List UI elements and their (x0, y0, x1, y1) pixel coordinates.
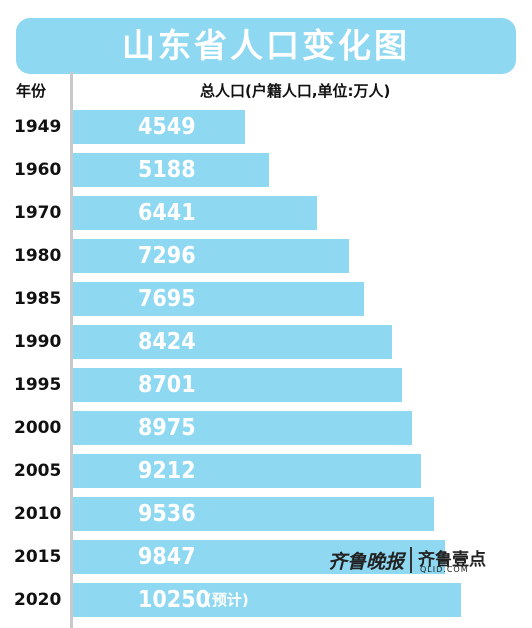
bar-1949 (73, 110, 245, 144)
bar-2020 (73, 583, 461, 617)
year-label: 1985 (14, 289, 62, 309)
bar-2000 (73, 411, 413, 445)
axis-divider (70, 72, 73, 628)
year-label: 1960 (14, 160, 62, 180)
year-label: 1995 (14, 375, 62, 395)
year-label: 2010 (14, 504, 62, 524)
year-label: 2000 (14, 418, 62, 438)
value-label-2015: 9847 (138, 544, 196, 570)
year-label: 1970 (14, 203, 62, 223)
bar-2010 (73, 497, 434, 531)
year-label: 1990 (14, 332, 62, 352)
value-label-1990: 8424 (138, 329, 196, 355)
year-label: 1980 (14, 246, 62, 266)
value-label-2020: 10250 (138, 587, 210, 613)
x-axis-label: 总人口(户籍人口,单位:万人) (200, 82, 391, 100)
value-label-2005: 9212 (138, 458, 196, 484)
bar-1995 (73, 368, 402, 402)
value-label-1985: 7695 (138, 286, 196, 312)
year-label: 2005 (14, 461, 62, 481)
logo-brand-name: 齐鲁壹点 (418, 550, 486, 570)
value-label-1970: 6441 (138, 200, 196, 226)
bar-2005 (73, 454, 422, 488)
value-label-1960: 5188 (138, 157, 196, 183)
value-label-2010: 9536 (138, 501, 196, 527)
bar-1985 (73, 282, 364, 316)
annotation-2020: (预计) (205, 591, 249, 609)
bar-1990 (73, 325, 392, 359)
logo-url: QLID.COM (420, 565, 469, 574)
year-label: 2020 (14, 590, 62, 610)
value-label-1980: 7296 (138, 243, 196, 269)
y-axis-label: 年份 (16, 82, 47, 100)
title-banner: 山东省人口变化图 (16, 18, 516, 74)
logo-paper-name: 齐鲁晚报 (328, 551, 405, 573)
value-label-1995: 8701 (138, 372, 196, 398)
bar-1970 (73, 196, 317, 230)
value-label-2000: 8975 (138, 415, 196, 441)
value-label-1949: 4549 (138, 114, 196, 140)
bar-1960 (73, 153, 270, 187)
chart-title: 山东省人口变化图 (122, 26, 410, 65)
logo-separator (410, 547, 412, 573)
bar-1980 (73, 239, 349, 273)
year-label: 1949 (14, 117, 62, 137)
year-label: 2015 (14, 547, 62, 567)
bar-2015 (73, 540, 446, 574)
